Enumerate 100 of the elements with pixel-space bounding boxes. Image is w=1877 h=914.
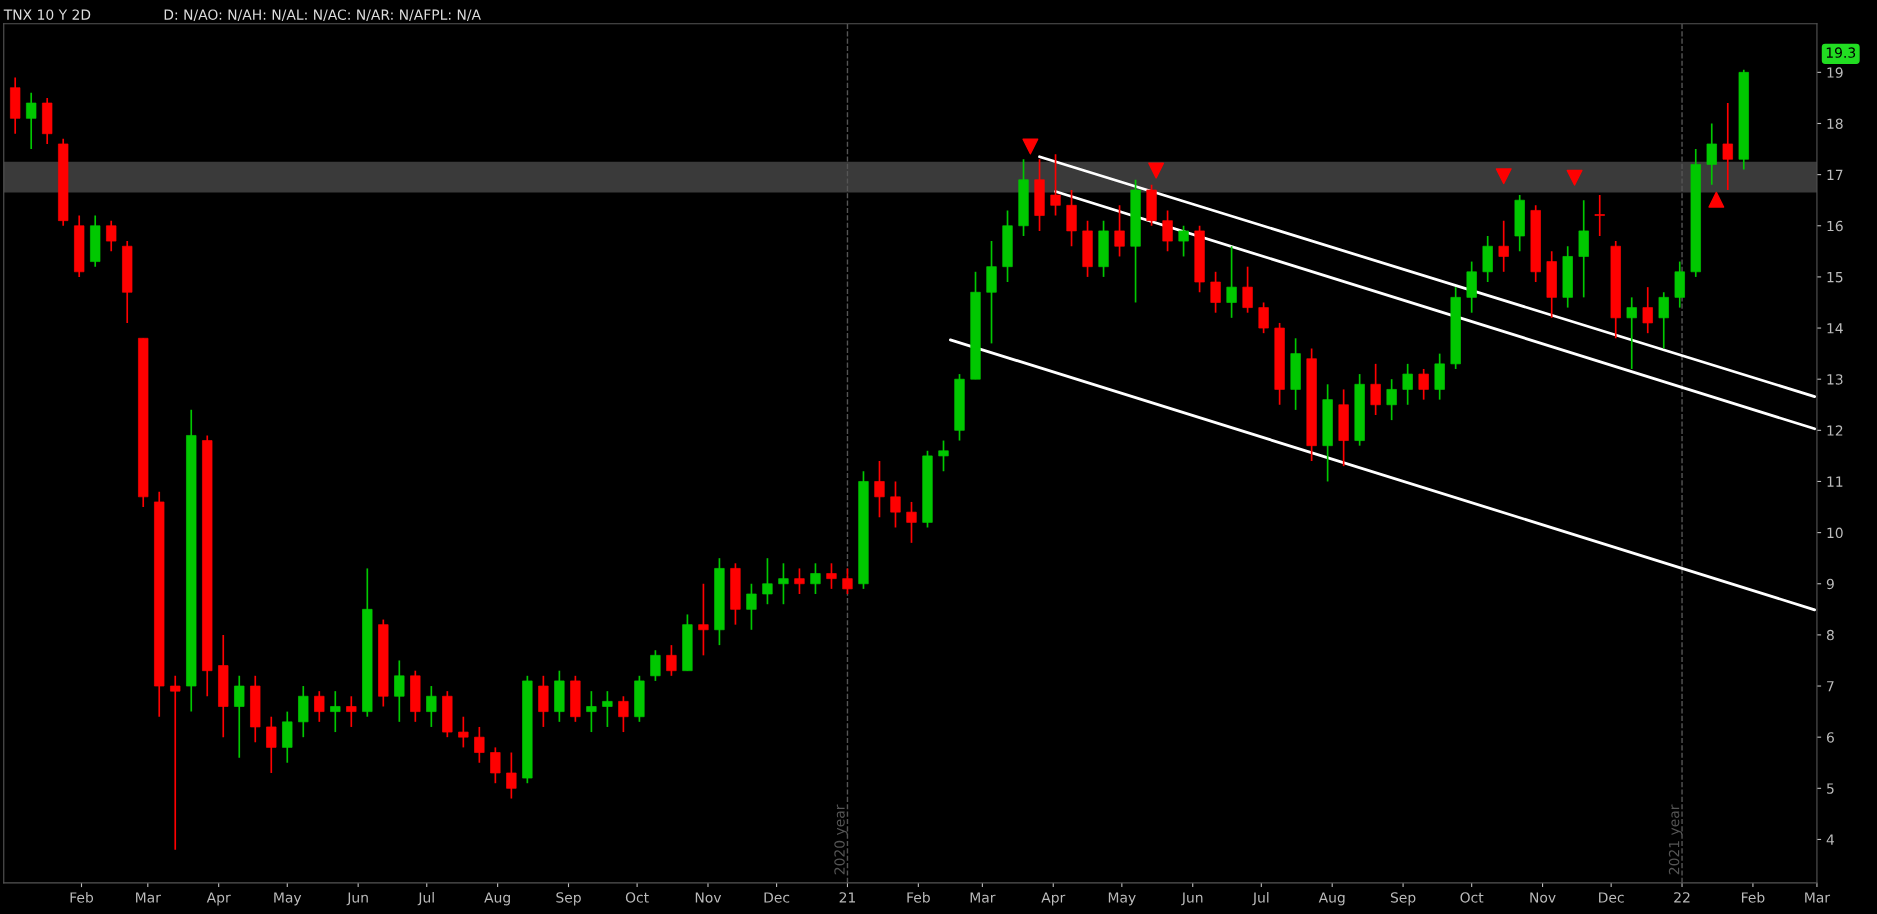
x-tick-label: Dec (1599, 892, 1624, 903)
candlestick (618, 695, 629, 733)
candlestick (938, 439, 949, 473)
candlestick (778, 562, 789, 606)
candlestick (1050, 153, 1061, 217)
x-tick-label: Apr (206, 892, 231, 906)
candlestick (1402, 363, 1413, 406)
x-tick-label: May (1108, 892, 1136, 906)
x-tick-label: Oct (1460, 892, 1484, 903)
x-tick-label: 22 (1674, 892, 1690, 903)
candlestick (810, 562, 821, 595)
candlestick (666, 644, 677, 677)
y-tick-label: 19 (1827, 67, 1843, 78)
y-tick-label: 9 (1826, 578, 1834, 590)
point (1495, 168, 1512, 185)
candlestick (1658, 291, 1669, 350)
x-tick-label: Mar (136, 892, 161, 903)
y-tick-label: 8 (1826, 629, 1834, 641)
candlestick (842, 567, 853, 595)
y-tick-label: 12 (1827, 425, 1843, 436)
x-tick-label: Feb (907, 891, 930, 903)
ref-line-label: 2020 year (834, 804, 848, 875)
chart-subtitle: D: N/AO: N/AH: N/AL: N/AC: N/AR: N/AFPL: N/A (164, 9, 481, 21)
y-tick-label: 6 (1826, 732, 1834, 743)
candlestick (394, 659, 405, 723)
candlestick (794, 567, 805, 595)
candlestick (26, 91, 37, 150)
x-tick-label: Apr (1041, 892, 1066, 906)
candlestick (650, 649, 661, 682)
x-tick-label: Feb (1741, 891, 1765, 903)
candlestick (890, 480, 901, 529)
chart-title: TNX 10 Y 2D (3, 9, 91, 20)
candlestick (698, 582, 709, 657)
candlestick (746, 582, 757, 631)
candlestick (506, 751, 517, 800)
x-tick-label: Dec (764, 892, 790, 903)
candlestick (1722, 102, 1733, 191)
candlestick (346, 695, 357, 728)
candlestick (106, 219, 117, 253)
x-tick-label: Sep (556, 892, 581, 906)
candlestick (1642, 286, 1653, 334)
candlestick (874, 460, 885, 519)
ref-line-label: 2021 year (1668, 804, 1683, 875)
candlestick (330, 690, 341, 733)
y-tick-label: 13 (1827, 374, 1843, 385)
x-tick-label: Aug (484, 892, 510, 906)
y-tick-label: 17 (1827, 169, 1843, 180)
x-tick-label: Sep (1390, 892, 1416, 906)
candlestick (586, 690, 597, 733)
candlestick (1210, 270, 1221, 314)
candlestick (490, 746, 501, 785)
candlestick (266, 715, 277, 774)
y-tick-label: 16 (1827, 220, 1843, 232)
point (1022, 138, 1039, 155)
y-tick-label: 7 (1827, 681, 1834, 692)
candlestick (1178, 224, 1189, 258)
candlestick (826, 562, 837, 590)
text: 19.3 (1826, 47, 1856, 58)
y-tick-label: 15 (1827, 272, 1843, 283)
y-tick-label: 11 (1827, 476, 1843, 487)
candlestick (1162, 209, 1173, 253)
x-tick-label: Jul (417, 891, 434, 906)
candlestick (762, 557, 773, 606)
candlestick (1114, 204, 1125, 258)
candlestick (1626, 296, 1637, 370)
x-tick-label: Jul (1252, 891, 1269, 906)
candlestick (1498, 219, 1509, 273)
y-tick-label: 14 (1827, 323, 1843, 334)
candlestick (1706, 122, 1717, 186)
candlestick (1226, 245, 1237, 319)
candlestick (170, 674, 181, 851)
x-tick-label: Jun (346, 892, 368, 906)
candlestick (602, 690, 613, 728)
candlestick (458, 715, 469, 749)
point (1566, 169, 1583, 186)
x-tick-label: Mar (1805, 892, 1831, 903)
candlestick (1258, 301, 1269, 334)
x-tick-label: Jun (1181, 892, 1203, 906)
candlestick (1594, 194, 1605, 237)
x-tick-label: Oct (625, 892, 649, 903)
point (1708, 191, 1725, 208)
x-tick-label: Feb (70, 891, 94, 903)
candlestick (1386, 378, 1397, 421)
candlestick (474, 726, 485, 764)
x-tick-label: 21 (839, 892, 856, 903)
x-tick-label: Nov (1530, 892, 1556, 903)
candlestick (1418, 368, 1429, 401)
x-tick-label: May (274, 892, 302, 906)
candlestick (1370, 363, 1381, 416)
x-tick-label: Mar (970, 892, 996, 903)
candlestick (426, 685, 437, 728)
candlestick (906, 501, 917, 544)
candlestick (1242, 265, 1253, 314)
x-tick-label: Aug (1318, 892, 1345, 906)
candlestick (314, 690, 325, 723)
x-tick-label: Nov (695, 892, 722, 903)
y-tick-label: 5 (1827, 783, 1834, 794)
point (1148, 162, 1165, 179)
y-tick-label: 4 (1826, 834, 1835, 845)
candlestick (234, 674, 245, 759)
